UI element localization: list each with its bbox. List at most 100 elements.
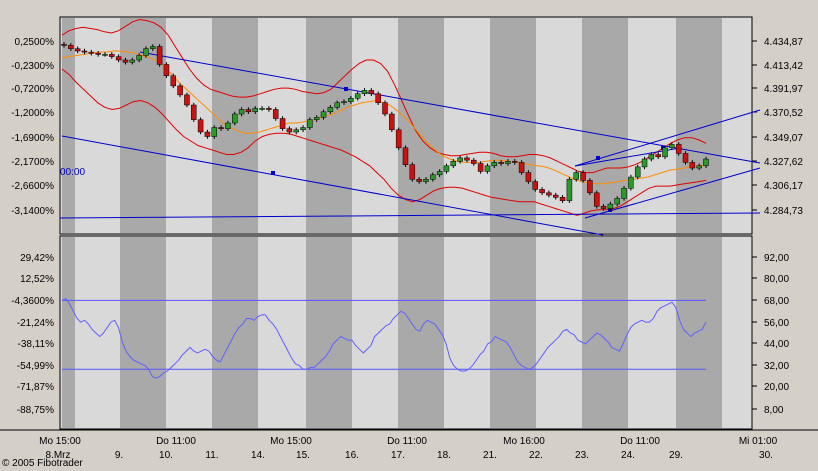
candle-body <box>696 165 702 169</box>
oscillator-left-tick: -21,24% <box>17 318 54 329</box>
candle-body <box>231 113 238 124</box>
candle-body <box>655 154 661 158</box>
price-right-tick: 4.284,73 <box>764 206 803 217</box>
candle-body <box>272 109 279 119</box>
candle-body <box>580 172 586 181</box>
price-right-tick: 4.370,52 <box>764 108 803 119</box>
price-left-tick: -1,6900% <box>11 133 54 144</box>
candle-body <box>115 56 122 61</box>
price-day-stripe <box>582 18 628 233</box>
candle-body <box>464 157 470 161</box>
price-day-stripe <box>212 18 258 233</box>
trend-anchor-point <box>596 156 600 160</box>
candle-body <box>320 111 327 118</box>
candle-body <box>150 46 156 49</box>
price-left-tick: -2,6600% <box>11 181 54 192</box>
price-right-tick: 4.391,97 <box>764 84 803 95</box>
candle-body <box>68 45 74 49</box>
candle-body <box>498 162 504 164</box>
candle-body <box>307 119 313 128</box>
candle-body <box>546 192 552 196</box>
candle-body <box>471 159 477 164</box>
candle-body <box>143 48 149 56</box>
candle-body <box>204 131 211 137</box>
x-tick-bottom: 14. <box>251 450 265 461</box>
x-tick-top: Mo 15:00 <box>270 436 312 447</box>
x-tick-top: Do 11:00 <box>156 436 196 447</box>
candle-body <box>593 192 600 207</box>
x-tick-bottom: 30. <box>759 450 773 461</box>
candle-body <box>245 109 252 113</box>
candle-body <box>607 203 614 209</box>
x-tick-bottom: 22. <box>529 450 543 461</box>
candle-body <box>81 50 88 53</box>
price-right-tick: 4.434,87 <box>764 37 803 48</box>
candle-body <box>416 179 422 182</box>
oscillator-right-tick: 92,00 <box>764 253 789 264</box>
price-day-stripe <box>62 18 75 233</box>
candle-body <box>313 117 320 120</box>
candle-body <box>211 127 218 137</box>
candle-body <box>628 176 634 189</box>
candle-body <box>457 157 463 162</box>
candle-body <box>225 122 231 129</box>
oscillator-right-tick: 56,00 <box>764 318 789 329</box>
candle-body <box>566 179 573 201</box>
oscillator-day-stripe <box>676 237 722 428</box>
candle-body <box>648 154 655 160</box>
x-tick-top: Mi 01:00 <box>739 436 778 447</box>
oscillator-day-stripe <box>490 237 536 428</box>
cursor-time-label: 00:00 <box>60 167 85 178</box>
candle-body <box>389 113 395 131</box>
oscillator-day-stripe <box>120 237 166 428</box>
candle-body <box>512 161 518 163</box>
candle-body <box>266 108 272 110</box>
candle-body <box>634 166 641 178</box>
candle-body <box>354 93 361 99</box>
oscillator-left-tick: 12,52% <box>20 274 54 285</box>
candle-body <box>252 108 258 113</box>
candle-body <box>539 189 545 194</box>
oscillator-line <box>61 297 707 379</box>
candle-body <box>703 158 709 167</box>
candle-body <box>675 144 682 154</box>
candle-body <box>136 55 142 61</box>
x-tick-bottom: 24. <box>621 450 635 461</box>
trend-channel-line <box>61 135 604 236</box>
x-tick-bottom: 21. <box>483 450 497 461</box>
candle-body <box>300 127 306 131</box>
candle-body <box>430 174 436 180</box>
trend-channel-line <box>59 212 761 219</box>
candle-body <box>184 94 190 106</box>
price-left-tick: -0,2300% <box>11 61 54 72</box>
oscillator-left-tick: -54,99% <box>17 361 54 372</box>
x-tick-bottom: 17. <box>391 450 405 461</box>
trend-channel-line <box>574 109 761 167</box>
candle-body <box>587 180 593 194</box>
candle-body <box>505 161 511 164</box>
candle-body <box>491 162 498 167</box>
x-tick-bottom: 9. <box>115 450 123 461</box>
candle-body <box>293 129 299 133</box>
price-left-tick: 0,2500% <box>15 37 55 48</box>
oscillator-right-tick: 68,00 <box>764 296 789 307</box>
candle-body <box>614 198 620 205</box>
candle-body <box>443 165 450 172</box>
oscillator-right-tick: 80,00 <box>764 274 789 285</box>
candle-body <box>682 153 689 163</box>
candle-body <box>395 129 402 149</box>
x-tick-bottom: 15. <box>296 450 310 461</box>
x-tick-top: Do 11:00 <box>620 436 660 447</box>
price-left-tick: -3,1400% <box>11 206 54 217</box>
oscillator-day-stripe <box>62 237 75 428</box>
candle-body <box>662 147 668 158</box>
price-left-tick: -0,7200% <box>11 84 54 95</box>
candle-body <box>484 165 491 172</box>
candle-body <box>74 48 81 52</box>
oscillator-right-tick: 8,00 <box>764 405 784 416</box>
price-day-stripe <box>398 18 444 233</box>
trend-anchor-point <box>344 87 348 91</box>
candle-body <box>279 118 286 129</box>
